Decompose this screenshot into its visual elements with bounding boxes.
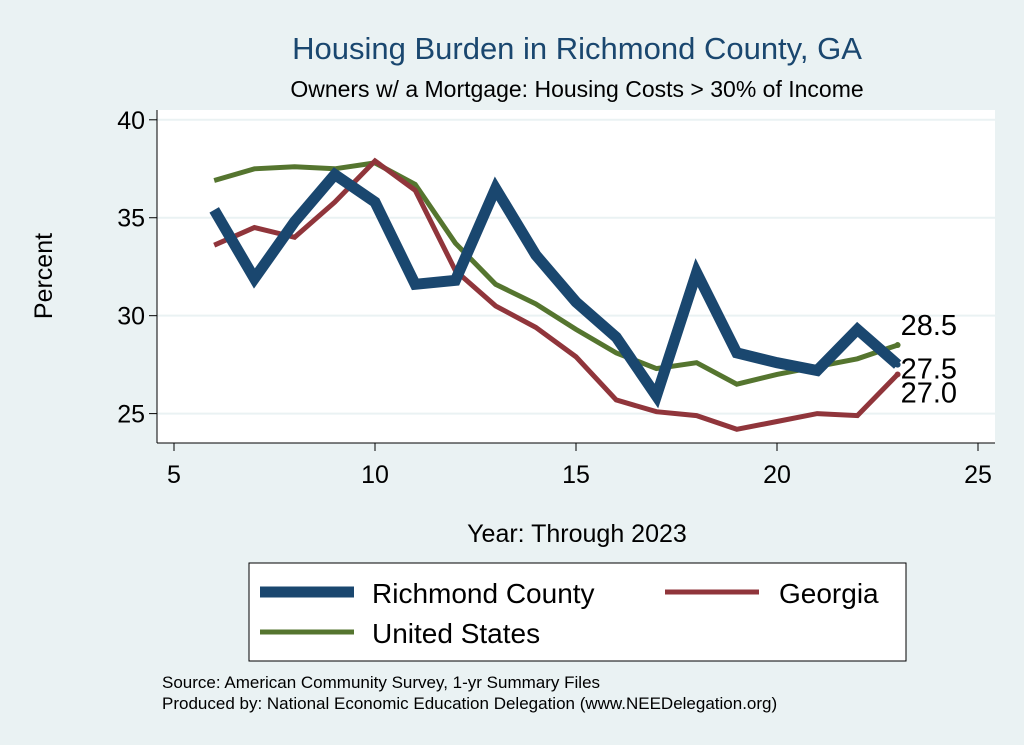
end-label-united-states: 28.5 bbox=[901, 310, 957, 342]
series-lines bbox=[209, 157, 902, 432]
y-tick-label: 35 bbox=[117, 205, 145, 233]
produced-by-note: Produced by: National Economic Education… bbox=[162, 694, 777, 713]
legend-box bbox=[248, 562, 907, 662]
legend-item-united-states: United States bbox=[260, 618, 540, 649]
end-label-georgia: 27.0 bbox=[901, 377, 957, 409]
y-tick-label: 30 bbox=[117, 303, 145, 331]
chart-title: Housing Burden in Richmond County, GA bbox=[292, 31, 862, 66]
end-point-united-states bbox=[894, 342, 901, 349]
source-note: Source: American Community Survey, 1-yr … bbox=[162, 673, 600, 692]
legend-label-united-states: United States bbox=[372, 618, 540, 649]
y-tick-label: 25 bbox=[117, 401, 145, 429]
legend-label-richmond-county: Richmond County bbox=[372, 578, 595, 609]
legend-label-georgia: Georgia bbox=[779, 578, 879, 609]
x-tick-label: 10 bbox=[361, 461, 389, 489]
series-line-georgia bbox=[213, 157, 900, 432]
y-tick-label: 40 bbox=[117, 107, 145, 135]
series-line-richmond-county bbox=[209, 167, 902, 409]
plot-area bbox=[157, 110, 995, 443]
end-point-richmond-county bbox=[894, 361, 901, 368]
end-point-georgia bbox=[894, 371, 901, 378]
series-line-united-states bbox=[213, 160, 899, 387]
x-axis-ticks: 5 10 15 20 25 bbox=[167, 443, 992, 489]
end-label-richmond-county: 27.5 bbox=[901, 354, 957, 386]
end-labels: 27.527.0 28.5 bbox=[901, 310, 957, 409]
y-axis-title: Percent bbox=[30, 233, 58, 319]
x-tick-label: 15 bbox=[562, 461, 590, 489]
x-tick-label: 20 bbox=[763, 461, 791, 489]
x-axis-title: Year: Through 2023 bbox=[467, 520, 687, 548]
x-tick-label: 5 bbox=[167, 461, 181, 489]
legend-item-georgia: Georgia bbox=[665, 578, 879, 609]
legend-item-richmond-county: Richmond County bbox=[260, 578, 595, 609]
x-tick-label: 25 bbox=[964, 461, 992, 489]
chart-subtitle: Owners w/ a Mortgage: Housing Costs > 30… bbox=[290, 76, 863, 102]
y-axis-ticks: 25 30 35 40 bbox=[117, 107, 157, 429]
